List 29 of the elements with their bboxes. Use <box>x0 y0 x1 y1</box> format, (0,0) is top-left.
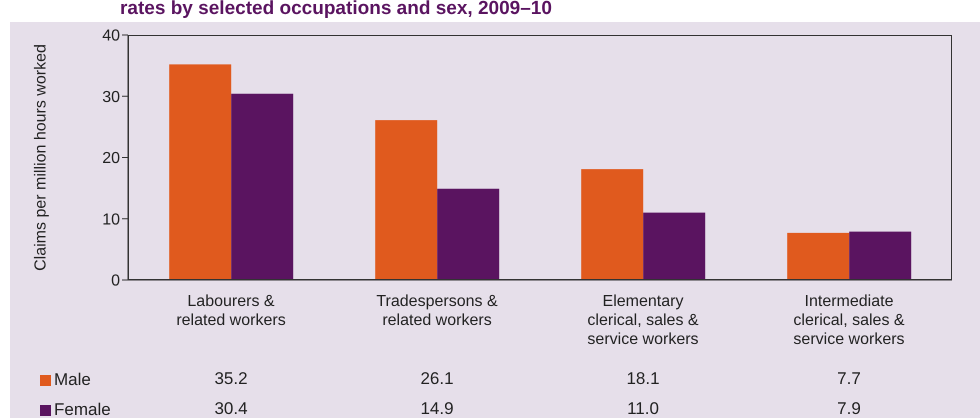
y-tick-label: 20 <box>102 150 120 168</box>
bar <box>437 188 500 280</box>
data-label: 11.0 <box>626 399 660 418</box>
legend-label: Male <box>54 370 91 390</box>
data-label: 35.2 <box>213 369 249 389</box>
bar <box>849 232 912 280</box>
data-label: 26.1 <box>419 369 455 389</box>
data-label: 18.1 <box>625 369 661 389</box>
bar <box>169 64 232 280</box>
bar <box>231 94 294 280</box>
data-label: 7.9 <box>836 399 862 418</box>
bar <box>643 212 706 280</box>
data-label: 30.4 <box>213 399 249 418</box>
chart-title: rates by selected occupations and sex, 2009–10 <box>120 0 552 20</box>
y-tick-label: 40 <box>102 28 120 45</box>
bar <box>787 232 850 280</box>
data-label: 14.9 <box>419 399 455 418</box>
x-tick-label: Tradespersons & related workers <box>376 293 498 329</box>
y-tick-label: 10 <box>102 211 120 228</box>
y-axis-title: Claims per million hours worked <box>32 44 50 271</box>
x-tick-label: Labourers & related workers <box>176 293 286 329</box>
bar <box>581 169 644 280</box>
data-label: 7.7 <box>836 369 862 389</box>
x-tick-label: Intermediate clerical, sales & service workers <box>793 293 905 348</box>
y-tick-label: 0 <box>111 272 120 290</box>
legend-label: Female <box>54 400 111 418</box>
x-tick-label: Elementary clerical, sales & service workers <box>587 293 699 348</box>
bar <box>375 120 438 280</box>
y-tick-label: 30 <box>102 88 120 106</box>
